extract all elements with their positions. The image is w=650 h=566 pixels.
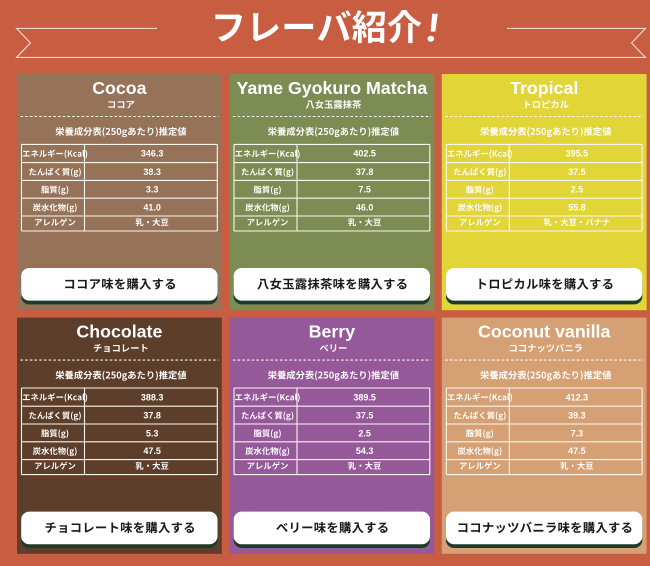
svg-text:Yame Gyokuro Matcha: Yame Gyokuro Matcha — [237, 78, 428, 98]
svg-text:37.8: 37.8 — [143, 411, 161, 421]
svg-text:37.5: 37.5 — [568, 167, 586, 177]
svg-text:37.8: 37.8 — [356, 167, 374, 177]
svg-text:389.5: 389.5 — [353, 392, 376, 402]
svg-text:54.3: 54.3 — [356, 446, 374, 456]
svg-text:37.5: 37.5 — [356, 411, 374, 421]
svg-text:Chocolate: Chocolate — [76, 321, 162, 341]
svg-text:2.5: 2.5 — [571, 185, 584, 195]
svg-text:Cocoa: Cocoa — [92, 78, 146, 98]
svg-text:5.3: 5.3 — [146, 428, 159, 438]
svg-text:7.5: 7.5 — [358, 185, 371, 195]
svg-text:Tropical: Tropical — [510, 78, 578, 98]
svg-text:395.5: 395.5 — [566, 149, 589, 159]
svg-text:7.3: 7.3 — [571, 428, 584, 438]
svg-text:3.3: 3.3 — [146, 185, 159, 195]
svg-text:41.0: 41.0 — [143, 203, 161, 213]
svg-text:Coconut vanilla: Coconut vanilla — [478, 321, 610, 341]
svg-text:388.3: 388.3 — [141, 392, 164, 402]
svg-text:38.3: 38.3 — [143, 167, 161, 177]
svg-text:47.5: 47.5 — [568, 446, 586, 456]
svg-text:Berry: Berry — [309, 321, 356, 341]
svg-text:46.0: 46.0 — [356, 203, 374, 213]
svg-text:2.5: 2.5 — [358, 428, 371, 438]
svg-text:346.3: 346.3 — [141, 149, 164, 159]
svg-text:402.5: 402.5 — [353, 149, 376, 159]
svg-text:47.5: 47.5 — [143, 446, 161, 456]
svg-text:55.8: 55.8 — [568, 203, 586, 213]
svg-text:412.3: 412.3 — [566, 392, 589, 402]
svg-text:39.3: 39.3 — [568, 411, 586, 421]
